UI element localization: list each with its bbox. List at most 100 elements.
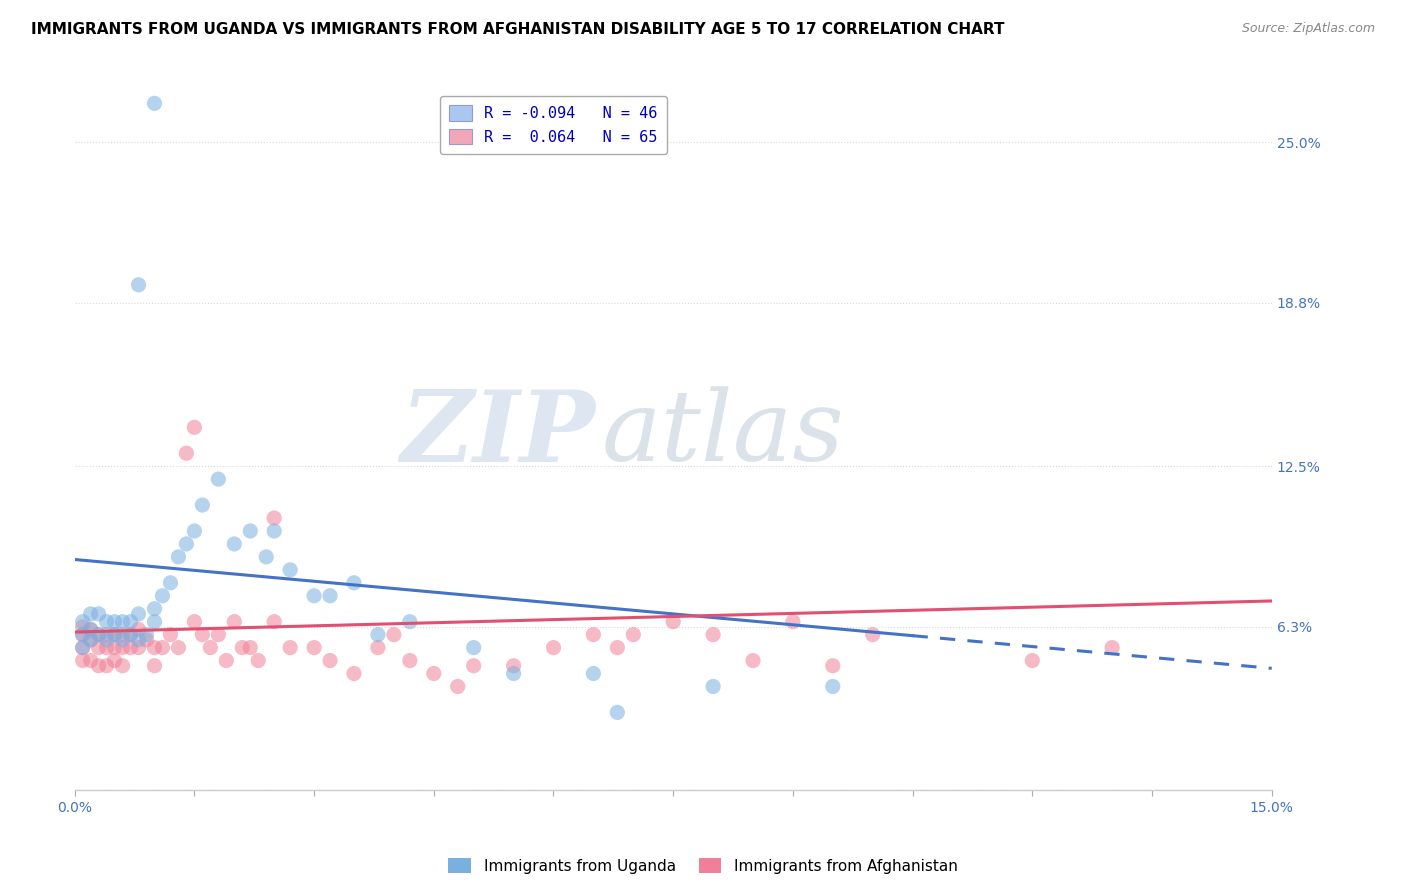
Point <box>702 627 724 641</box>
Point <box>72 615 94 629</box>
Point <box>159 575 181 590</box>
Point <box>167 549 190 564</box>
Point <box>111 632 134 647</box>
Point <box>215 654 238 668</box>
Text: atlas: atlas <box>602 386 844 482</box>
Point <box>87 658 110 673</box>
Point <box>128 640 150 655</box>
Point <box>254 549 277 564</box>
Point <box>143 615 166 629</box>
Point <box>79 654 101 668</box>
Point <box>176 537 198 551</box>
Point <box>1101 640 1123 655</box>
Point <box>278 563 301 577</box>
Point <box>96 658 118 673</box>
Point <box>382 627 405 641</box>
Point <box>152 589 174 603</box>
Point <box>191 627 214 641</box>
Point <box>183 615 205 629</box>
Point <box>79 623 101 637</box>
Point <box>543 640 565 655</box>
Point <box>143 96 166 111</box>
Point <box>662 615 685 629</box>
Point <box>247 654 270 668</box>
Point <box>120 640 142 655</box>
Point <box>72 640 94 655</box>
Point <box>606 706 628 720</box>
Point <box>120 615 142 629</box>
Point <box>343 575 366 590</box>
Point <box>302 640 325 655</box>
Point <box>447 680 470 694</box>
Point <box>96 632 118 647</box>
Point <box>79 607 101 621</box>
Point <box>128 277 150 292</box>
Point <box>582 627 605 641</box>
Point <box>821 680 844 694</box>
Point <box>143 640 166 655</box>
Point <box>224 615 246 629</box>
Point <box>72 620 94 634</box>
Point <box>399 615 422 629</box>
Point <box>502 658 524 673</box>
Point <box>103 615 125 629</box>
Point <box>87 607 110 621</box>
Point <box>183 420 205 434</box>
Point <box>183 524 205 538</box>
Point <box>502 666 524 681</box>
Point <box>159 627 181 641</box>
Point <box>702 680 724 694</box>
Point <box>87 640 110 655</box>
Point <box>135 632 157 647</box>
Point <box>167 640 190 655</box>
Point <box>239 524 262 538</box>
Text: IMMIGRANTS FROM UGANDA VS IMMIGRANTS FROM AFGHANISTAN DISABILITY AGE 5 TO 17 COR: IMMIGRANTS FROM UGANDA VS IMMIGRANTS FRO… <box>31 22 1004 37</box>
Legend: R = -0.094   N = 46, R =  0.064   N = 65: R = -0.094 N = 46, R = 0.064 N = 65 <box>440 95 666 153</box>
Point <box>463 658 485 673</box>
Point <box>191 498 214 512</box>
Point <box>111 640 134 655</box>
Point <box>135 627 157 641</box>
Text: ZIP: ZIP <box>401 385 595 482</box>
Point <box>143 658 166 673</box>
Point <box>367 627 389 641</box>
Point <box>319 589 342 603</box>
Point <box>87 627 110 641</box>
Point <box>72 627 94 641</box>
Point <box>582 666 605 681</box>
Point <box>821 658 844 673</box>
Point <box>111 627 134 641</box>
Point <box>1021 654 1043 668</box>
Point <box>343 666 366 681</box>
Point <box>103 627 125 641</box>
Point <box>367 640 389 655</box>
Point <box>111 658 134 673</box>
Point <box>423 666 446 681</box>
Point <box>79 623 101 637</box>
Point <box>111 615 134 629</box>
Point <box>143 601 166 615</box>
Point <box>621 627 644 641</box>
Point <box>176 446 198 460</box>
Point <box>128 607 150 621</box>
Point <box>120 627 142 641</box>
Point <box>96 615 118 629</box>
Point <box>103 654 125 668</box>
Point <box>200 640 222 655</box>
Point <box>224 537 246 551</box>
Legend: Immigrants from Uganda, Immigrants from Afghanistan: Immigrants from Uganda, Immigrants from … <box>443 852 963 880</box>
Point <box>263 511 285 525</box>
Point <box>87 627 110 641</box>
Point <box>302 589 325 603</box>
Point <box>263 524 285 538</box>
Point <box>862 627 884 641</box>
Point <box>263 615 285 629</box>
Point <box>207 627 229 641</box>
Point <box>278 640 301 655</box>
Point <box>79 632 101 647</box>
Point <box>72 654 94 668</box>
Point <box>782 615 804 629</box>
Text: Source: ZipAtlas.com: Source: ZipAtlas.com <box>1241 22 1375 36</box>
Point <box>72 640 94 655</box>
Point <box>103 640 125 655</box>
